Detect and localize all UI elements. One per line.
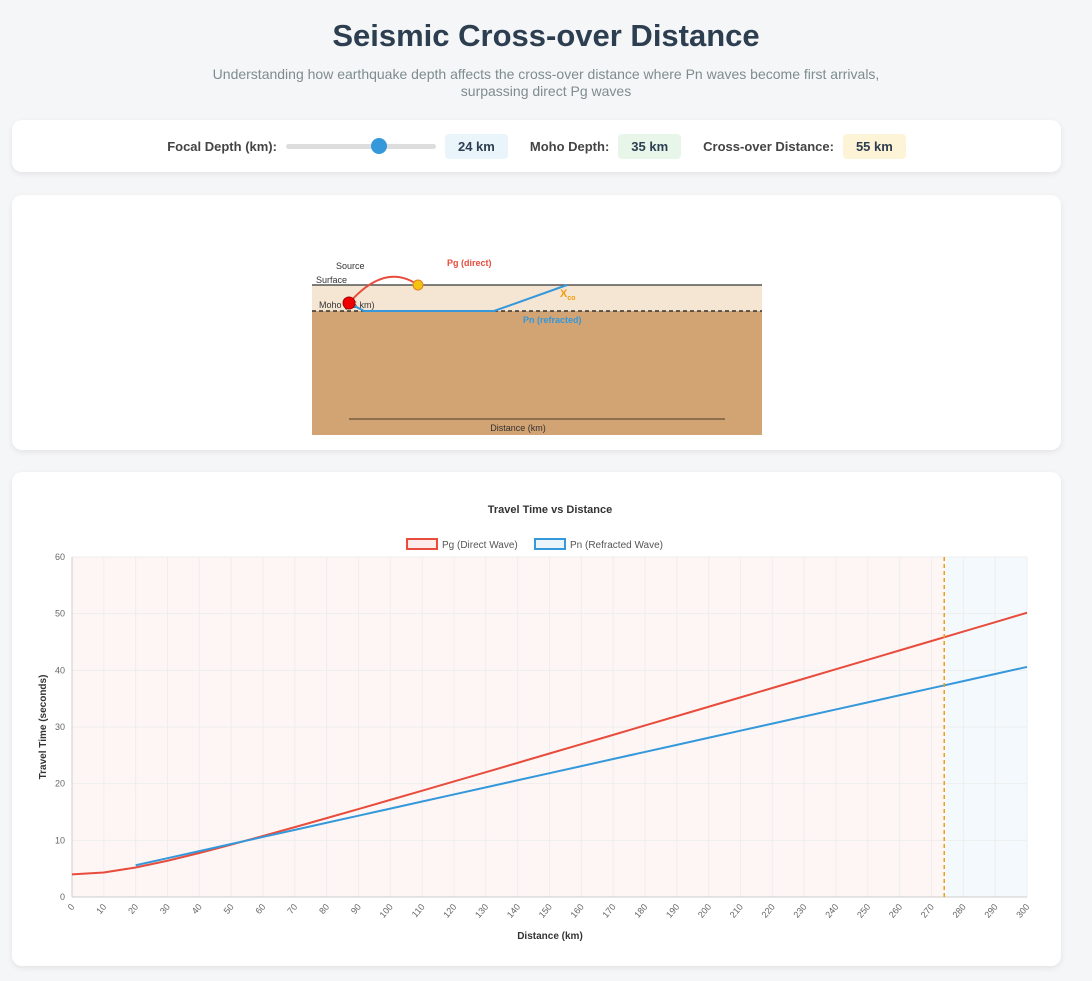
chart-title: Travel Time vs Distance (488, 504, 613, 516)
y-tick-label: 30 (55, 722, 65, 732)
x-axis-label: Distance (km) (517, 931, 583, 942)
pn-ray (348, 284, 568, 312)
moho-depth-label: Moho Depth: (529, 138, 610, 154)
x-tick-label: 130 (473, 902, 490, 920)
x-tick-label: 0 (66, 902, 77, 912)
surface-label: Surface (316, 275, 347, 285)
x-tick-label: 160 (569, 902, 586, 920)
x-tick-label: 280 (951, 902, 968, 920)
x-tick-label: 110 (410, 902, 427, 919)
x-tick-label: 30 (158, 902, 172, 916)
x-tick-label: 230 (791, 902, 808, 920)
legend-swatch-pg[interactable] (406, 538, 438, 550)
pn-label: Pn (refracted) (523, 315, 582, 325)
page-title: Seismic Cross-over Distance (332, 18, 760, 53)
x-tick-label: 150 (537, 902, 554, 920)
x-tick-label: 200 (696, 902, 713, 920)
x-tick-label: 10 (94, 902, 108, 916)
controls-panel: Focal Depth (km): 24 km Moho Depth: 35 k… (12, 120, 1061, 172)
y-tick-label: 10 (55, 835, 65, 845)
y-tick-label: 40 (55, 665, 65, 675)
moho-depth-value: 35 km (618, 133, 682, 159)
x-tick-label: 300 (1014, 902, 1031, 920)
x-tick-label: 260 (887, 902, 904, 920)
x-tick-label: 250 (855, 902, 872, 920)
legend-label-pg[interactable]: Pg (Direct Wave) (442, 540, 518, 551)
station-icon (412, 279, 424, 291)
legend-label-pn[interactable]: Pn (Refracted Wave) (570, 540, 663, 551)
x-tick-label: 220 (760, 902, 777, 920)
x-tick-label: 40 (190, 902, 204, 916)
x-tick-label: 50 (222, 902, 236, 916)
page-subtitle: Understanding how earthquake depth affec… (212, 66, 880, 99)
x-tick-label: 20 (126, 902, 140, 916)
diagram-panel: Surface Source Moho (35 km) Pg (direct) … (12, 195, 1061, 450)
x-tick-label: 90 (349, 902, 363, 916)
pg-ray (348, 275, 419, 304)
x-tick-label: 140 (505, 902, 522, 920)
x-tick-label: 240 (823, 902, 840, 920)
legend-swatch-pn[interactable] (534, 538, 566, 550)
x-tick-label: 180 (632, 902, 649, 920)
y-tick-label: 20 (55, 779, 65, 789)
distance-label: Distance (km) (490, 423, 546, 433)
crossover-value: 55 km (842, 133, 906, 159)
y-tick-label: 60 (55, 552, 65, 562)
focal-depth-label: Focal Depth (km): (167, 138, 277, 154)
xco-label: Xco (560, 288, 576, 302)
x-tick-label: 60 (253, 902, 267, 916)
x-tick-label: 70 (285, 902, 299, 916)
slider-thumb[interactable] (370, 137, 387, 154)
x-tick-label: 120 (441, 902, 458, 920)
travel-time-chart: Travel Time vs Distance Pg (Direct Wave)… (38, 504, 1032, 942)
y-tick-label: 0 (60, 892, 65, 902)
x-tick-label: 80 (317, 902, 331, 916)
x-tick-label: 190 (664, 902, 681, 920)
x-tick-label: 100 (378, 902, 395, 920)
pn-series-line (135, 665, 1028, 867)
x-tick-label: 170 (600, 902, 617, 920)
x-tick-label: 290 (982, 902, 999, 920)
y-tick-label: 50 (55, 609, 65, 619)
focal-depth-value: 24 km (444, 133, 508, 159)
x-tick-label: 210 (728, 902, 745, 920)
crossover-label: Cross-over Distance: (703, 138, 834, 154)
mantle-layer (312, 311, 762, 435)
focal-depth-slider[interactable] (285, 137, 436, 154)
x-tick-label: 270 (919, 902, 936, 920)
y-axis-label: Travel Time (seconds) (38, 675, 49, 780)
crust-layer (312, 285, 762, 311)
cross-section-diagram: Surface Source Moho (35 km) Pg (direct) … (312, 258, 762, 435)
source-icon (342, 296, 356, 310)
source-label: Source (336, 261, 365, 271)
chart-panel: Travel Time vs Distance Pg (Direct Wave)… (12, 472, 1061, 966)
pg-label: Pg (direct) (447, 258, 492, 268)
